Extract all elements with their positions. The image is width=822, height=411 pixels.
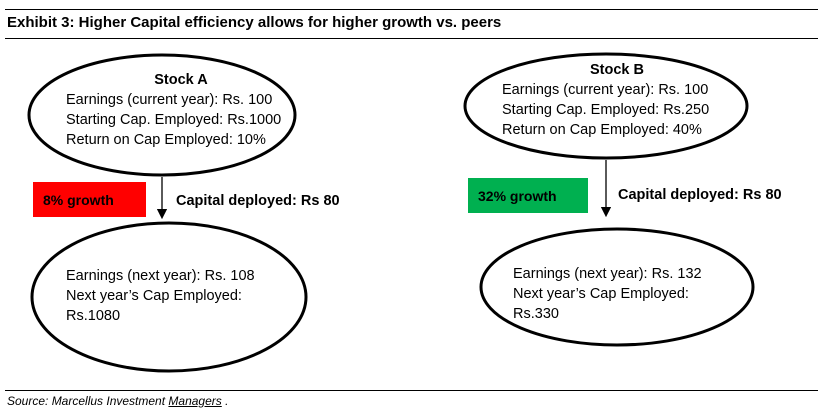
stock-b-current-text: Stock B Earnings (current year): Rs. 100… xyxy=(502,60,732,140)
stock-b-next-ellipse xyxy=(479,227,755,347)
stock-a-earnings-next: Earnings (next year): Rs. 108 xyxy=(66,268,255,284)
stock-b-current-ellipse xyxy=(463,52,749,160)
stock-b-roce: Return on Cap Employed: 40% xyxy=(502,122,702,138)
stock-b-next-cap-value: Rs.330 xyxy=(513,306,559,322)
stock-a-next-cap-label: Next year’s Cap Employed: xyxy=(66,288,242,304)
stock-a-growth-badge: 8% growth xyxy=(33,182,146,217)
exhibit-title: Exhibit 3: Higher Capital efficiency all… xyxy=(7,14,502,31)
stock-b-next-text: Earnings (next year): Rs. 132 Next year’… xyxy=(513,264,702,324)
stock-a-earnings-current: Earnings (current year): Rs. 100 xyxy=(66,92,273,108)
stock-a-header: Stock A xyxy=(154,72,208,88)
title-rule xyxy=(5,38,818,39)
stock-a-next-cap-value: Rs.1080 xyxy=(66,308,121,324)
stock-a-capital-deployed: Capital deployed: Rs 80 xyxy=(176,193,340,209)
stock-b-earnings-next: Earnings (next year): Rs. 132 xyxy=(513,266,702,282)
stock-b-earnings-current: Earnings (current year): Rs. 100 xyxy=(502,82,709,98)
stock-b-growth-badge: 32% growth xyxy=(468,178,588,213)
source-note: Source: Marcellus Investment Managers . xyxy=(7,394,228,408)
stock-a-starting-cap: Starting Cap. Employed: Rs.1000 xyxy=(66,112,282,128)
stock-a-growth-label: 8% growth xyxy=(43,191,114,208)
source-link[interactable]: Managers xyxy=(168,394,222,408)
stock-a-next-ellipse xyxy=(30,221,308,373)
stock-a-roce: Return on Cap Employed: 10% xyxy=(66,132,266,148)
stock-b-capital-deployed: Capital deployed: Rs 80 xyxy=(618,187,782,203)
source-suffix: . xyxy=(221,394,229,408)
stock-b-starting-cap: Starting Cap. Employed: Rs.250 xyxy=(502,102,710,118)
bottom-rule xyxy=(5,390,818,391)
stock-a-current-text: Stock A Earnings (current year): Rs. 100… xyxy=(66,70,296,150)
source-prefix: Source: Marcellus Investment xyxy=(7,394,169,408)
stock-b-header: Stock B xyxy=(590,62,644,78)
top-rule xyxy=(5,9,818,10)
stock-b-growth-label: 32% growth xyxy=(478,187,557,204)
stock-b-next-cap-label: Next year’s Cap Employed: xyxy=(513,286,689,302)
stock-a-current-ellipse xyxy=(27,53,297,177)
stock-a-next-text: Earnings (next year): Rs. 108 Next year’… xyxy=(66,266,255,326)
